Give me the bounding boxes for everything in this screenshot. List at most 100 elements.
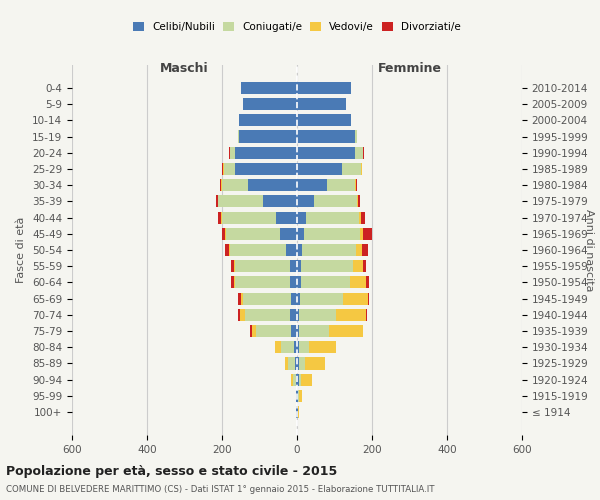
Bar bbox=[292, 325, 297, 337]
Bar bbox=[229, 244, 286, 256]
Bar bbox=[275, 341, 281, 353]
Bar bbox=[286, 358, 289, 370]
Bar bbox=[241, 82, 297, 94]
Bar bbox=[297, 374, 299, 386]
Bar bbox=[297, 325, 299, 337]
Bar bbox=[301, 276, 349, 288]
Bar bbox=[297, 212, 307, 224]
Bar bbox=[222, 212, 277, 224]
Bar bbox=[297, 146, 355, 159]
Bar bbox=[356, 244, 361, 256]
Bar bbox=[235, 163, 297, 175]
Bar bbox=[297, 196, 314, 207]
Bar bbox=[225, 228, 226, 240]
Bar bbox=[242, 292, 292, 304]
Bar bbox=[298, 390, 299, 402]
Bar bbox=[297, 276, 301, 288]
Bar bbox=[362, 260, 367, 272]
Bar bbox=[299, 390, 302, 402]
Bar bbox=[294, 341, 297, 353]
Bar bbox=[307, 212, 359, 224]
Bar bbox=[361, 244, 368, 256]
Bar bbox=[220, 179, 221, 191]
Bar bbox=[215, 196, 218, 207]
Text: Popolazione per età, sesso e stato civile - 2015: Popolazione per età, sesso e stato civil… bbox=[6, 465, 337, 478]
Bar bbox=[362, 146, 364, 159]
Bar bbox=[353, 260, 362, 272]
Bar bbox=[301, 374, 312, 386]
Bar bbox=[297, 244, 302, 256]
Bar bbox=[329, 325, 362, 337]
Bar bbox=[299, 341, 310, 353]
Bar bbox=[301, 260, 353, 272]
Bar bbox=[222, 179, 248, 191]
Bar bbox=[297, 260, 301, 272]
Bar bbox=[343, 292, 367, 304]
Bar bbox=[360, 228, 363, 240]
Bar bbox=[295, 358, 297, 370]
Bar bbox=[355, 179, 356, 191]
Bar bbox=[297, 341, 299, 353]
Bar bbox=[297, 406, 298, 418]
Bar bbox=[248, 179, 297, 191]
Bar bbox=[235, 146, 297, 159]
Bar bbox=[250, 325, 252, 337]
Bar bbox=[218, 196, 263, 207]
Bar bbox=[232, 276, 235, 288]
Bar bbox=[277, 212, 297, 224]
Bar bbox=[229, 146, 235, 159]
Bar bbox=[222, 228, 225, 240]
Bar bbox=[359, 212, 361, 224]
Bar bbox=[349, 276, 367, 288]
Bar bbox=[314, 196, 357, 207]
Bar bbox=[224, 163, 235, 175]
Bar bbox=[297, 82, 352, 94]
Text: Femmine: Femmine bbox=[377, 62, 442, 75]
Y-axis label: Fasce di età: Fasce di età bbox=[16, 217, 26, 283]
Bar bbox=[296, 390, 297, 402]
Bar bbox=[286, 244, 297, 256]
Bar bbox=[363, 228, 373, 240]
Bar bbox=[298, 406, 299, 418]
Bar bbox=[263, 196, 297, 207]
Bar bbox=[367, 276, 370, 288]
Bar bbox=[355, 146, 362, 159]
Bar bbox=[297, 163, 342, 175]
Bar bbox=[238, 309, 240, 321]
Bar bbox=[299, 358, 305, 370]
Bar bbox=[337, 309, 367, 321]
Legend: Celibi/Nubili, Coniugati/e, Vedovi/e, Divorziati/e: Celibi/Nubili, Coniugati/e, Vedovi/e, Di… bbox=[130, 18, 464, 35]
Bar bbox=[297, 114, 352, 126]
Bar bbox=[235, 276, 290, 288]
Bar bbox=[289, 358, 295, 370]
Bar bbox=[239, 114, 297, 126]
Bar bbox=[361, 212, 365, 224]
Bar bbox=[296, 374, 297, 386]
Bar bbox=[242, 98, 297, 110]
Bar bbox=[296, 406, 297, 418]
Bar bbox=[292, 292, 297, 304]
Bar bbox=[238, 130, 239, 142]
Bar bbox=[361, 163, 362, 175]
Bar bbox=[327, 179, 355, 191]
Bar bbox=[297, 390, 298, 402]
Bar bbox=[290, 260, 297, 272]
Bar bbox=[357, 196, 358, 207]
Bar bbox=[239, 130, 297, 142]
Text: Maschi: Maschi bbox=[160, 62, 209, 75]
Bar bbox=[297, 130, 355, 142]
Bar bbox=[342, 163, 361, 175]
Bar bbox=[225, 244, 229, 256]
Bar bbox=[358, 196, 359, 207]
Bar bbox=[218, 212, 221, 224]
Bar bbox=[241, 292, 242, 304]
Bar bbox=[304, 228, 360, 240]
Bar bbox=[293, 374, 296, 386]
Bar bbox=[297, 98, 346, 110]
Bar bbox=[297, 358, 299, 370]
Bar bbox=[299, 374, 301, 386]
Bar bbox=[223, 163, 224, 175]
Bar bbox=[299, 325, 329, 337]
Bar bbox=[252, 325, 256, 337]
Bar bbox=[297, 228, 304, 240]
